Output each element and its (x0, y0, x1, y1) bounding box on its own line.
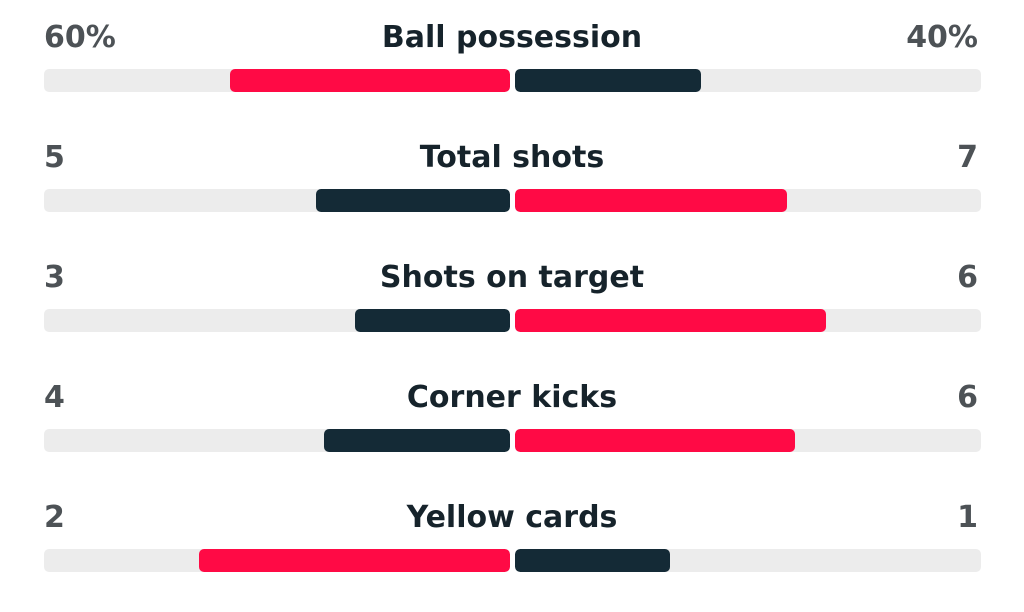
away-bar-fill (515, 189, 787, 212)
away-bar-fill (515, 429, 795, 452)
away-bar-fill (515, 309, 826, 332)
away-bar-fill (515, 69, 702, 92)
away-bar-track (515, 189, 981, 212)
home-value: 5 (44, 140, 65, 175)
away-value: 6 (957, 260, 978, 295)
away-bar-track (515, 549, 981, 572)
stat-label: Shots on target (379, 260, 645, 295)
home-value: 3 (44, 260, 65, 295)
home-bar-fill (230, 69, 510, 92)
away-value: 1 (957, 500, 978, 535)
away-value: 40% (906, 20, 978, 55)
home-bar-track (44, 549, 510, 572)
stat-row-shots-on-target: 3 Shots on target 6 (0, 256, 1024, 356)
stat-row-yellow-cards: 2 Yellow cards 1 (0, 496, 1024, 596)
home-value: 4 (44, 380, 65, 415)
stat-row-total-shots: 5 Total shots 7 (0, 136, 1024, 236)
home-bar-track (44, 429, 510, 452)
home-bar-track (44, 309, 510, 332)
stat-label: Ball possession (381, 20, 643, 55)
stat-label: Yellow cards (406, 500, 618, 535)
home-value: 60% (44, 20, 116, 55)
away-value: 6 (957, 380, 978, 415)
away-bar-track (515, 69, 981, 92)
away-value: 7 (957, 140, 978, 175)
home-bar-fill (354, 309, 510, 332)
home-bar-fill (323, 429, 510, 452)
home-bar-fill (199, 549, 510, 572)
away-bar-track (515, 429, 981, 452)
home-bar-track (44, 69, 510, 92)
stat-label: Total shots (419, 140, 605, 175)
home-value: 2 (44, 500, 65, 535)
away-bar-fill (515, 549, 671, 572)
stat-row-ball-possession: 60% Ball possession 40% (0, 16, 1024, 116)
stat-row-corner-kicks: 4 Corner kicks 6 (0, 376, 1024, 476)
home-bar-track (44, 189, 510, 212)
stat-label: Corner kicks (406, 380, 618, 415)
home-bar-fill (315, 189, 510, 212)
away-bar-track (515, 309, 981, 332)
